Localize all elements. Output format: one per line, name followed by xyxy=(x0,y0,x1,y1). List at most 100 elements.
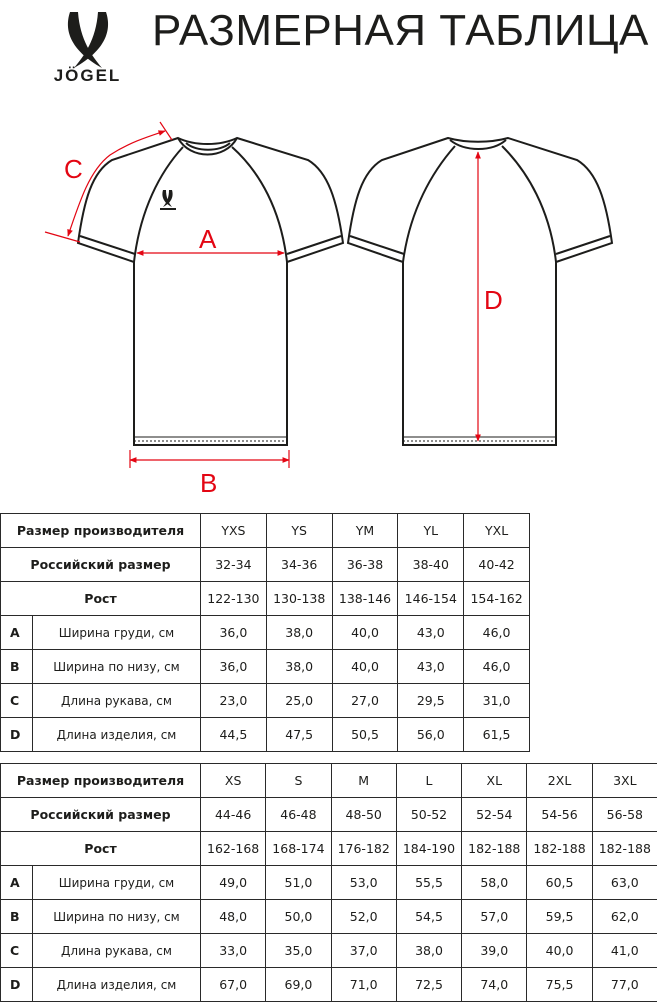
table-cell: 59,5 xyxy=(527,900,592,934)
table-cell: 71,0 xyxy=(331,968,396,1002)
table-cell: 67,0 xyxy=(201,968,266,1002)
tshirt-diagram: A B C D xyxy=(0,100,657,500)
label-b: B xyxy=(200,468,217,498)
table-cell: 35,0 xyxy=(266,934,331,968)
row-header: Размер производителя xyxy=(1,514,201,548)
table-cell: 54-56 xyxy=(527,798,592,832)
table-cell: 130-138 xyxy=(266,582,332,616)
table-cell: 41,0 xyxy=(592,934,657,968)
table-cell: 52,0 xyxy=(331,900,396,934)
table-cell: 48,0 xyxy=(201,900,266,934)
row-header: Российский размер xyxy=(1,798,201,832)
measure-name: Длина рукава, см xyxy=(33,934,201,968)
label-a: A xyxy=(199,224,217,254)
table-cell: 38,0 xyxy=(396,934,461,968)
table-cell: 44-46 xyxy=(201,798,266,832)
measure-letter: B xyxy=(1,650,33,684)
measure-name: Ширина груди, см xyxy=(33,616,201,650)
table-cell: 61,5 xyxy=(464,718,530,752)
measure-letter: B xyxy=(1,900,33,934)
table-cell: L xyxy=(396,764,461,798)
table-cell: 47,5 xyxy=(266,718,332,752)
table-cell: 38-40 xyxy=(398,548,464,582)
table-cell: 38,0 xyxy=(266,650,332,684)
table-cell: 40,0 xyxy=(332,616,398,650)
table-cell: 138-146 xyxy=(332,582,398,616)
measure-letter: A xyxy=(1,616,33,650)
table-cell: XS xyxy=(201,764,266,798)
measure-name: Длина изделия, см xyxy=(33,968,201,1002)
label-d: D xyxy=(484,285,503,315)
table-cell: 57,0 xyxy=(462,900,527,934)
table-cell: 36-38 xyxy=(332,548,398,582)
table-cell: YS xyxy=(266,514,332,548)
table-cell: 182-188 xyxy=(462,832,527,866)
table-cell: 46-48 xyxy=(266,798,331,832)
row-header: Рост xyxy=(1,832,201,866)
table-cell: XL xyxy=(462,764,527,798)
table-cell: 38,0 xyxy=(266,616,332,650)
measure-letter: D xyxy=(1,718,33,752)
table-cell: 52-54 xyxy=(462,798,527,832)
table-cell: 51,0 xyxy=(266,866,331,900)
table-cell: 60,5 xyxy=(527,866,592,900)
table-cell: 48-50 xyxy=(331,798,396,832)
table-cell: 31,0 xyxy=(464,684,530,718)
measure-name: Длина изделия, см xyxy=(33,718,201,752)
table-cell: YXS xyxy=(201,514,267,548)
table-cell: 49,0 xyxy=(201,866,266,900)
brand-logo-text: JÖGEL xyxy=(40,66,135,86)
table-cell: 37,0 xyxy=(331,934,396,968)
table-cell: 176-182 xyxy=(331,832,396,866)
table-cell: 184-190 xyxy=(396,832,461,866)
table-cell: 77,0 xyxy=(592,968,657,1002)
table-cell: 34-36 xyxy=(266,548,332,582)
table-cell: 63,0 xyxy=(592,866,657,900)
table-cell: 54,5 xyxy=(396,900,461,934)
table-cell: M xyxy=(331,764,396,798)
measure-name: Ширина по низу, см xyxy=(33,650,201,684)
table-cell: 55,5 xyxy=(396,866,461,900)
table-cell: 122-130 xyxy=(201,582,267,616)
table-cell: 154-162 xyxy=(464,582,530,616)
table-cell: 25,0 xyxy=(266,684,332,718)
table-cell: 162-168 xyxy=(201,832,266,866)
table-cell: 182-188 xyxy=(592,832,657,866)
table-cell: 46,0 xyxy=(464,650,530,684)
measure-name: Ширина по низу, см xyxy=(33,900,201,934)
measure-name: Длина рукава, см xyxy=(33,684,201,718)
table-cell: 182-188 xyxy=(527,832,592,866)
table-cell: 50,5 xyxy=(332,718,398,752)
table-cell: 40-42 xyxy=(464,548,530,582)
table-cell: 2XL xyxy=(527,764,592,798)
table-cell: S xyxy=(266,764,331,798)
back-shirt xyxy=(348,138,612,445)
row-header: Рост xyxy=(1,582,201,616)
table-cell: YXL xyxy=(464,514,530,548)
measure-letter: C xyxy=(1,684,33,718)
table-cell: 3XL xyxy=(592,764,657,798)
table-cell: 36,0 xyxy=(201,616,267,650)
table-cell: 36,0 xyxy=(201,650,267,684)
table-cell: YM xyxy=(332,514,398,548)
table-cell: 53,0 xyxy=(331,866,396,900)
row-header: Размер производителя xyxy=(1,764,201,798)
table-cell: 72,5 xyxy=(396,968,461,1002)
table-cell: 69,0 xyxy=(266,968,331,1002)
table-cell: 75,5 xyxy=(527,968,592,1002)
label-c: C xyxy=(64,154,83,184)
table-cell: 56-58 xyxy=(592,798,657,832)
measure-letter: C xyxy=(1,934,33,968)
table-cell: 74,0 xyxy=(462,968,527,1002)
